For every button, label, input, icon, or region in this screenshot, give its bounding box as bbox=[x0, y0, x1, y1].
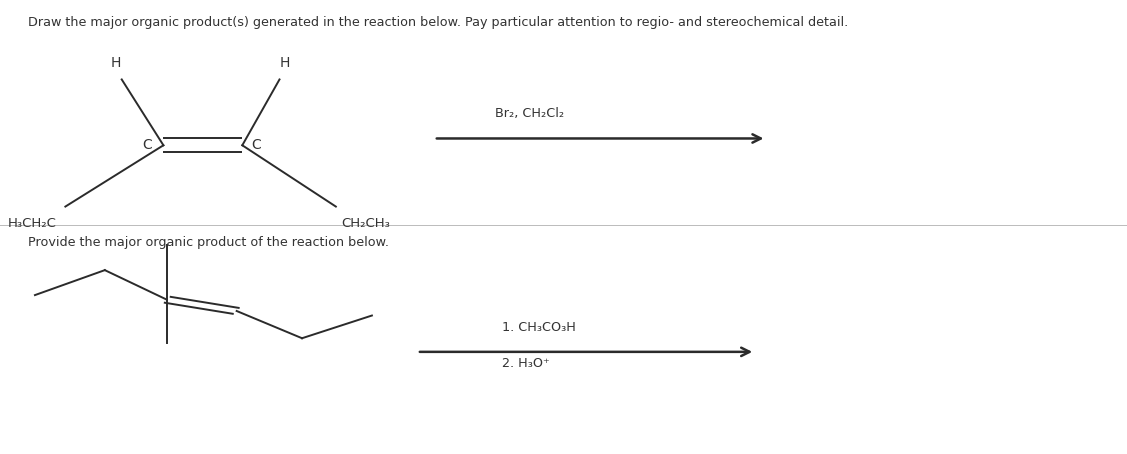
Text: H: H bbox=[279, 56, 291, 70]
Text: Provide the major organic product of the reaction below.: Provide the major organic product of the… bbox=[28, 236, 389, 249]
Text: Br₂, CH₂Cl₂: Br₂, CH₂Cl₂ bbox=[495, 107, 565, 120]
Text: C: C bbox=[142, 138, 152, 152]
Text: H₃CH₂C: H₃CH₂C bbox=[8, 217, 56, 230]
Text: C: C bbox=[251, 138, 261, 152]
Text: H: H bbox=[110, 56, 122, 70]
Text: 1. CH₃CO₃H: 1. CH₃CO₃H bbox=[502, 321, 576, 334]
Text: 2. H₃O⁺: 2. H₃O⁺ bbox=[502, 357, 549, 370]
Text: CH₂CH₃: CH₂CH₃ bbox=[341, 217, 390, 230]
Text: Draw the major organic product(s) generated in the reaction below. Pay particula: Draw the major organic product(s) genera… bbox=[28, 16, 849, 29]
